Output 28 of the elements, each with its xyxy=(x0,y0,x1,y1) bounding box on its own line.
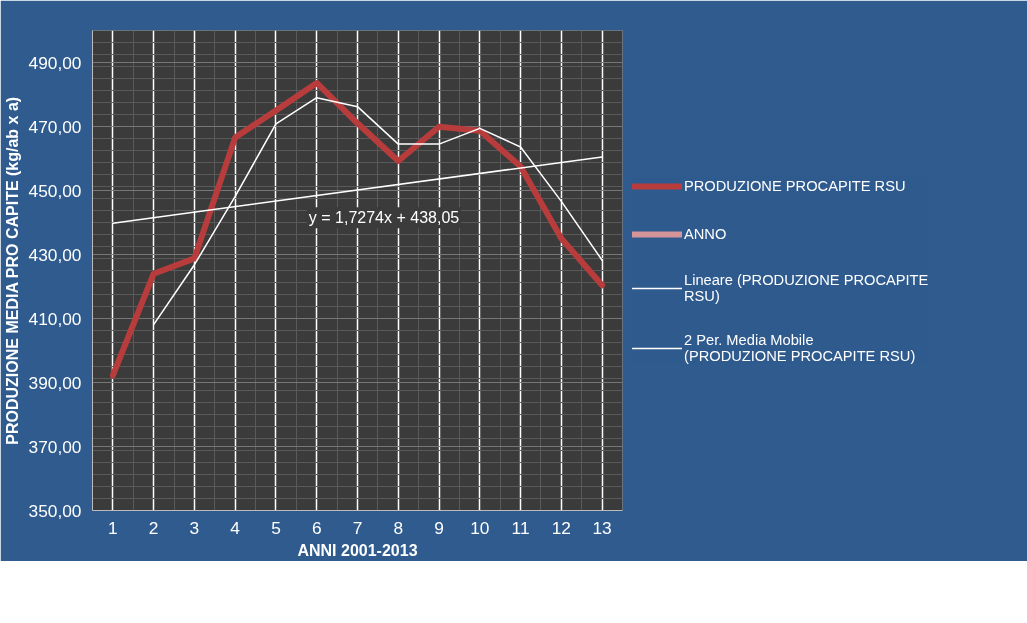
legend-label: 2 Per. Media Mobile (PRODUZIONE PROCAPITE RSU) xyxy=(684,332,916,364)
y-axis-title: PRODUZIONE MEDIA PRO CAPITE (kg/ab x a) xyxy=(3,96,21,445)
x-tick-label: 10 xyxy=(470,517,490,538)
x-tick-label: 12 xyxy=(551,517,571,538)
x-tick-label: 11 xyxy=(511,517,530,538)
x-tick-label: 9 xyxy=(434,517,444,538)
x-tick-label: 4 xyxy=(230,517,241,538)
x-tick-label: 2 xyxy=(148,517,159,538)
y-tick-label: 430,00 xyxy=(28,244,82,265)
x-tick-label: 13 xyxy=(592,517,612,538)
legend-label: ANNO xyxy=(684,226,727,242)
legend-label: Lineare (PRODUZIONE PROCAPITE RSU) xyxy=(684,272,929,304)
y-tick-label: 370,00 xyxy=(28,436,82,457)
y-tick-label: 490,00 xyxy=(28,52,82,73)
x-tick-label: 3 xyxy=(189,517,200,538)
x-tick-label: 7 xyxy=(352,517,363,538)
x-axis-title: ANNI 2001-2013 xyxy=(297,541,418,559)
annotation: y = 1,7274x + 438,05 xyxy=(308,209,460,227)
x-tick-label: 5 xyxy=(271,517,281,538)
x-tick-label: 6 xyxy=(311,517,322,538)
y-tick-label: 410,00 xyxy=(28,308,82,329)
x-tick-label: 1 xyxy=(108,517,118,538)
y-tick-label: 470,00 xyxy=(28,116,82,137)
legend-label: PRODUZIONE PROCAPITE RSU xyxy=(684,178,906,194)
y-tick-label: 350,00 xyxy=(28,500,82,521)
y-tick-label: 390,00 xyxy=(28,372,82,393)
y-tick-label: 450,00 xyxy=(28,180,82,201)
x-tick-label: 8 xyxy=(393,517,404,538)
